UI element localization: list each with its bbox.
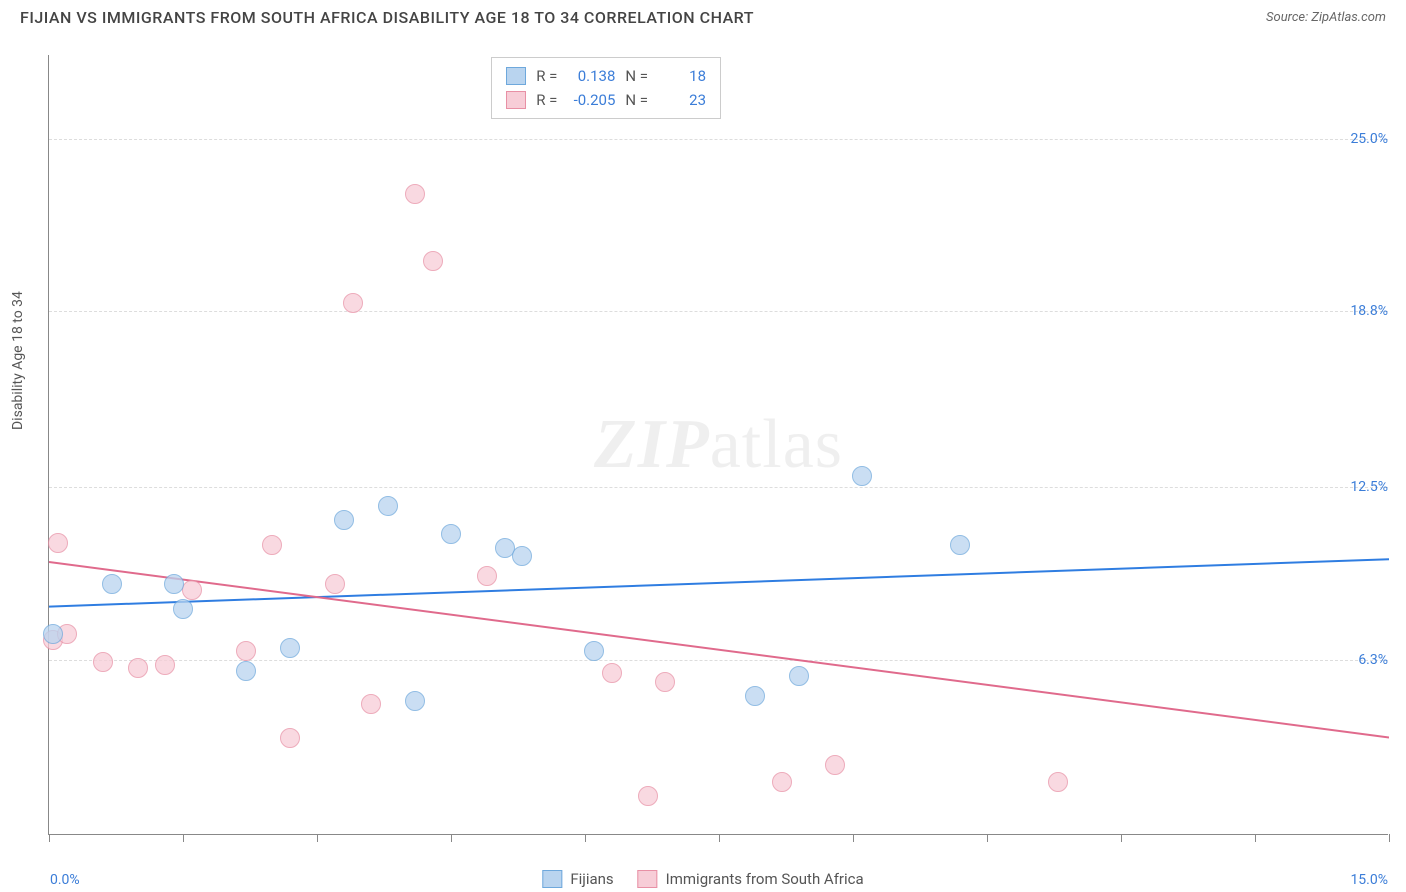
x-tick — [183, 834, 184, 842]
x-tick — [49, 834, 50, 842]
scatter-point — [950, 535, 970, 555]
scatter-point — [280, 638, 300, 658]
scatter-point — [182, 580, 202, 600]
legend-label: Fijians — [570, 870, 613, 888]
stat-r-label: R = — [536, 88, 557, 112]
y-tick-label: 18.8% — [1350, 303, 1388, 319]
x-tick — [317, 834, 318, 842]
y-tick-label: 25.0% — [1350, 131, 1388, 147]
x-tick — [1389, 834, 1390, 842]
bottom-legend: Fijians Immigrants from South Africa — [542, 870, 863, 888]
scatter-point — [825, 755, 845, 775]
scatter-point — [93, 652, 113, 672]
x-tick — [853, 834, 854, 842]
legend-item: Immigrants from South Africa — [638, 870, 864, 888]
legend-label: Immigrants from South Africa — [666, 870, 864, 888]
chart-title: FIJIAN VS IMMIGRANTS FROM SOUTH AFRICA D… — [20, 8, 754, 27]
scatter-point — [405, 691, 425, 711]
scatter-point — [441, 524, 461, 544]
scatter-point — [745, 686, 765, 706]
scatter-point — [378, 496, 398, 516]
trendlines-svg — [49, 55, 1389, 835]
source-label: Source: ZipAtlas.com — [1266, 10, 1386, 25]
stat-n-value: 18 — [658, 64, 706, 88]
scatter-point — [772, 772, 792, 792]
stat-n-label: N = — [625, 64, 648, 88]
stat-r-label: R = — [536, 64, 557, 88]
gridline — [49, 311, 1388, 312]
chart-container: ZIPatlas R = 0.138 N = 18 R = -0.205 N = 23 — [48, 55, 1388, 835]
scatter-point — [43, 624, 63, 644]
scatter-point — [512, 546, 532, 566]
x-tick — [1121, 834, 1122, 842]
watermark: ZIPatlas — [594, 405, 843, 485]
x-axis-min-label: 0.0% — [50, 872, 80, 888]
stats-box: R = 0.138 N = 18 R = -0.205 N = 23 — [491, 57, 721, 119]
legend-swatch — [506, 91, 526, 109]
scatter-point — [164, 574, 184, 594]
x-tick — [585, 834, 586, 842]
scatter-point — [423, 251, 443, 271]
scatter-point — [48, 533, 68, 553]
y-tick-label: 12.5% — [1350, 479, 1388, 495]
gridline — [49, 487, 1388, 488]
y-tick-label: 6.3% — [1358, 652, 1388, 668]
scatter-point — [102, 574, 122, 594]
gridline — [49, 139, 1388, 140]
scatter-point — [343, 293, 363, 313]
scatter-point — [236, 661, 256, 681]
legend-item: Fijians — [542, 870, 613, 888]
stats-row: R = -0.205 N = 23 — [506, 88, 706, 112]
plot-area: ZIPatlas R = 0.138 N = 18 R = -0.205 N = 23 — [48, 55, 1388, 835]
stat-n-label: N = — [625, 88, 648, 112]
scatter-point — [405, 184, 425, 204]
scatter-point — [262, 535, 282, 555]
trendline-fijians — [49, 559, 1389, 606]
y-axis-label: Disability Age 18 to 34 — [10, 291, 26, 430]
x-tick — [719, 834, 720, 842]
scatter-point — [361, 694, 381, 714]
scatter-point — [155, 655, 175, 675]
stat-r-value: -0.205 — [567, 88, 615, 112]
x-tick — [987, 834, 988, 842]
scatter-point — [789, 666, 809, 686]
scatter-point — [173, 599, 193, 619]
x-tick — [1255, 834, 1256, 842]
x-axis-max-label: 15.0% — [1350, 872, 1388, 888]
scatter-point — [852, 466, 872, 486]
x-tick — [451, 834, 452, 842]
legend-swatch — [638, 870, 658, 888]
stat-r-value: 0.138 — [567, 64, 615, 88]
scatter-point — [236, 641, 256, 661]
watermark-atlas: atlas — [710, 406, 843, 483]
scatter-point — [280, 728, 300, 748]
stat-n-value: 23 — [658, 88, 706, 112]
scatter-point — [325, 574, 345, 594]
scatter-point — [602, 663, 622, 683]
scatter-point — [334, 510, 354, 530]
legend-swatch — [542, 870, 562, 888]
scatter-point — [477, 566, 497, 586]
scatter-point — [1048, 772, 1068, 792]
watermark-zip: ZIP — [594, 406, 710, 483]
scatter-point — [128, 658, 148, 678]
scatter-point — [584, 641, 604, 661]
stats-row: R = 0.138 N = 18 — [506, 64, 706, 88]
legend-swatch — [506, 67, 526, 85]
scatter-point — [655, 672, 675, 692]
scatter-point — [638, 786, 658, 806]
